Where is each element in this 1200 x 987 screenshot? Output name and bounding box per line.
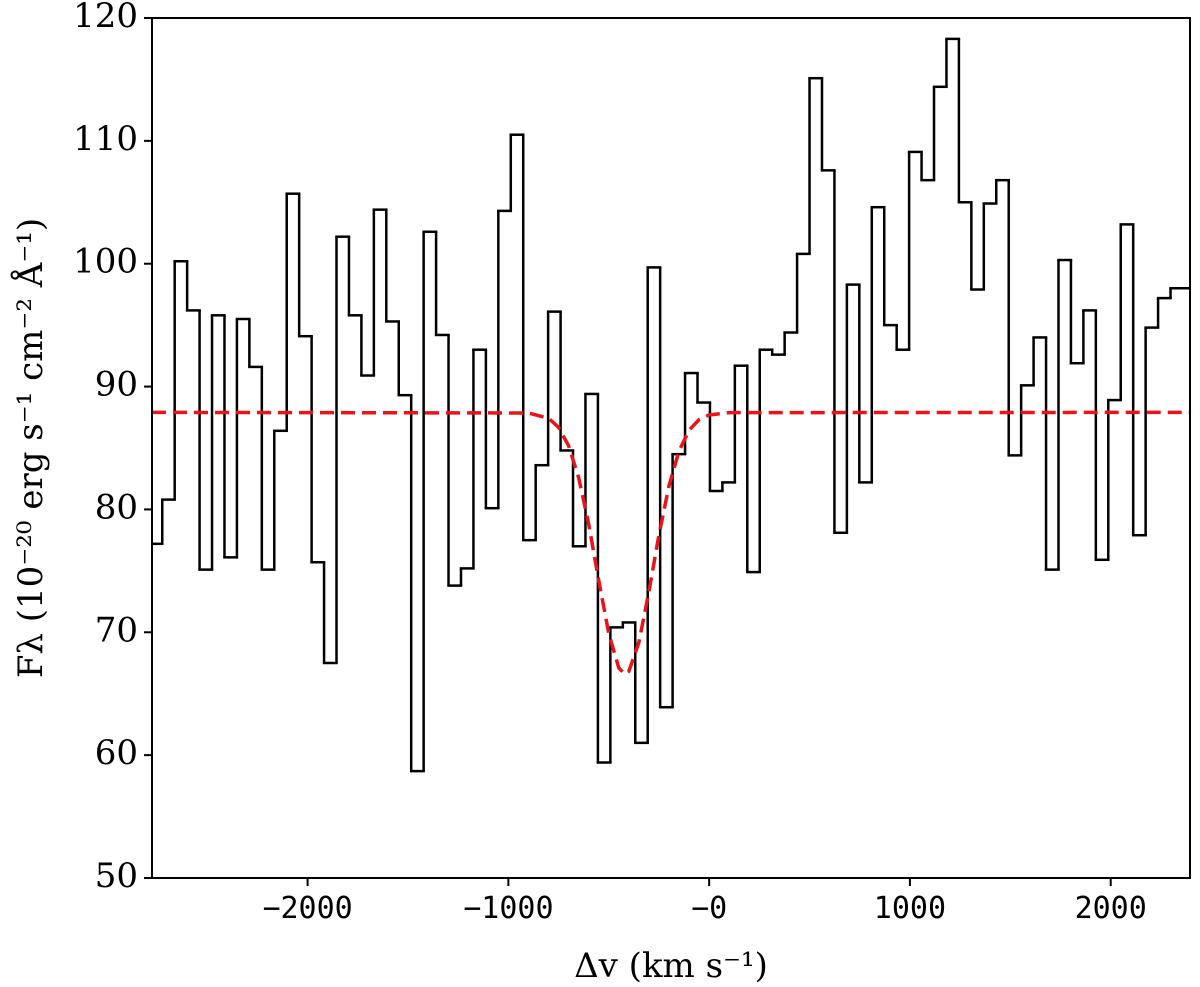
x-tick-label: 1000 (874, 891, 946, 926)
y-tick-label: 50 (95, 856, 138, 896)
x-tick-label: −0 (691, 891, 727, 926)
y-tick-label: 110 (73, 119, 138, 159)
x-tick-label: 2000 (1075, 891, 1147, 926)
y-tick-label: 100 (73, 242, 138, 282)
y-tick-label: 120 (73, 0, 138, 36)
x-axis-label: Δv (km s⁻¹) (574, 946, 768, 986)
y-axis-label: Fλ (10⁻²⁰ erg s⁻¹ cm⁻² Å⁻¹) (10, 218, 51, 678)
y-tick-label: 70 (95, 610, 138, 650)
y-tick-label: 80 (95, 487, 138, 527)
x-tick-label: −2000 (262, 891, 352, 926)
y-tick-label: 90 (95, 365, 138, 405)
plot-frame (151, 17, 1191, 879)
x-tick-label: −1000 (463, 891, 553, 926)
y-tick-label: 60 (95, 733, 138, 773)
fit-line (152, 410, 1190, 677)
